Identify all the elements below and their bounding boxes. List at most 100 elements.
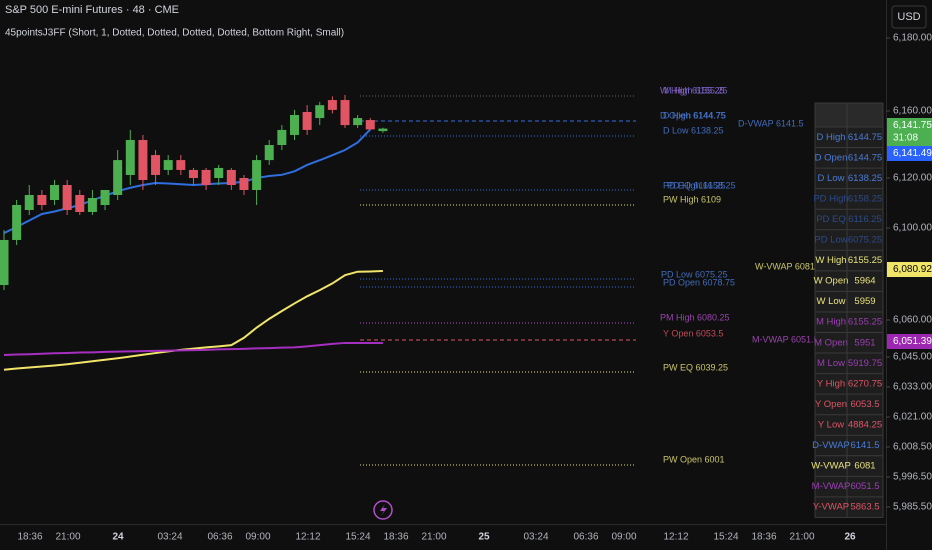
candle-body	[327, 100, 337, 110]
table-label: Y-VWAP	[813, 502, 849, 513]
table-value: 6158.25	[848, 193, 882, 204]
x-tick-label: 18:36	[17, 532, 42, 543]
table-label: M High	[816, 317, 846, 328]
table-bg	[814, 102, 884, 518]
currency-button[interactable]	[891, 5, 927, 29]
y-tick-label: 6,060.00	[893, 315, 932, 326]
table-value: 6116.25	[848, 214, 882, 225]
candle-body	[378, 128, 388, 132]
x-tick-label: 26	[844, 532, 856, 543]
price-label-box	[887, 262, 932, 277]
icon-circle[interactable]	[373, 500, 393, 520]
level-table: D High 6144.75D Open 6144.75D Low 6138.25PD…	[811, 102, 884, 518]
x-tick-label: 03:24	[523, 532, 548, 543]
price-label-box	[887, 146, 932, 161]
candle-body	[151, 155, 161, 175]
level-label: PD Low 6075.25	[661, 269, 728, 279]
y-tick-label: 6,100.00	[893, 223, 932, 234]
candle-body	[302, 112, 312, 130]
table-label: W Open	[814, 276, 849, 287]
table-label: Y Open	[815, 399, 847, 410]
candle-body	[353, 118, 363, 126]
level-label: D Open 6144.75	[660, 110, 726, 120]
candle-body	[340, 100, 350, 126]
table-value: 5964	[854, 276, 875, 287]
price-label-box	[887, 334, 932, 349]
table-label: PD EQ	[816, 214, 846, 225]
table-value: 6053.5	[850, 399, 879, 410]
currency-label[interactable]: USD	[897, 11, 920, 23]
candle-body	[125, 139, 135, 175]
x-tick-label: 12:12	[295, 532, 320, 543]
table-value: 6141.5	[850, 440, 879, 451]
level-label: W High 6155.25	[660, 85, 725, 95]
price-label: 6,141.49	[893, 148, 932, 159]
x-tick-label: 12:12	[663, 532, 688, 543]
level-label: M High 6155.25	[664, 85, 728, 95]
candle-body	[24, 195, 34, 210]
table-value: 6155.25	[848, 255, 882, 266]
table-label: Y High	[817, 378, 845, 389]
candle-body	[214, 167, 224, 178]
candle-body	[239, 178, 249, 190]
x-tick-label: 18:36	[751, 532, 776, 543]
x-tick-label: 06:36	[207, 532, 232, 543]
table-label: PD Low	[814, 235, 847, 246]
table-value: 6270.75	[848, 378, 882, 389]
table-label: D-VWAP	[812, 440, 850, 451]
y-tick-label: 6,045.00	[893, 352, 932, 363]
y-tick-label: 5,996.50	[893, 472, 932, 483]
vwap-line	[3, 270, 383, 371]
candle-body	[176, 160, 186, 170]
price-label: 6,141.75	[893, 120, 932, 131]
level-label: D-VWAP 6141.5	[738, 118, 804, 128]
level-label: D High 6144.75	[663, 110, 726, 120]
candle-body	[289, 115, 299, 135]
x-tick-label: 03:24	[157, 532, 182, 543]
x-tick-label: 21:00	[421, 532, 446, 543]
candle-body	[188, 169, 198, 178]
level-label: M-VWAP 6051.5	[752, 334, 819, 344]
y-tick-label: 6,160.00	[893, 106, 932, 117]
table-value: 5959	[854, 296, 875, 307]
table-value: 6051.5	[850, 481, 879, 492]
table-label: Y Low	[818, 419, 844, 430]
vwap-line	[3, 341, 383, 357]
price-label-timer: 31:08	[893, 133, 918, 144]
candle-body	[365, 120, 375, 130]
price-label: 6,080.92	[893, 264, 932, 275]
table-value: 6075.25	[848, 235, 882, 246]
candle-body	[50, 185, 60, 200]
candle-body	[201, 169, 211, 185]
table-value: 6144.75	[848, 152, 882, 163]
levels	[360, 95, 636, 466]
table-label: M Open	[814, 337, 848, 348]
price-label-box	[887, 118, 932, 146]
x-tick-label: 21:00	[55, 532, 80, 543]
level-label: D Low 6138.25	[663, 125, 724, 135]
candle-body	[252, 160, 262, 190]
candle-body	[315, 105, 325, 119]
candle-body	[87, 198, 97, 212]
table-header	[814, 102, 884, 128]
table-value: 5919.75	[848, 358, 882, 369]
table-label: M-VWAP	[812, 481, 851, 492]
candle-body	[277, 129, 287, 146]
table-label: W-VWAP	[811, 461, 851, 472]
table-label: PD High	[813, 193, 848, 204]
candle-body	[226, 169, 236, 185]
candle-body	[100, 190, 110, 205]
icon-bolt[interactable]	[380, 504, 387, 516]
table-value: 5951	[854, 337, 875, 348]
y-tick-label: 6,120.00	[893, 173, 932, 184]
level-label: Y Open 6053.5	[663, 328, 723, 338]
table-label: M Low	[817, 358, 845, 369]
level-label: PW Open 6001	[663, 454, 725, 464]
candle-body	[113, 160, 123, 195]
y-tick-label: 6,008.50	[893, 442, 932, 453]
level-label: PM High 6080.25	[660, 312, 730, 322]
lightning-icon[interactable]	[373, 500, 393, 520]
candle-body	[264, 145, 274, 161]
